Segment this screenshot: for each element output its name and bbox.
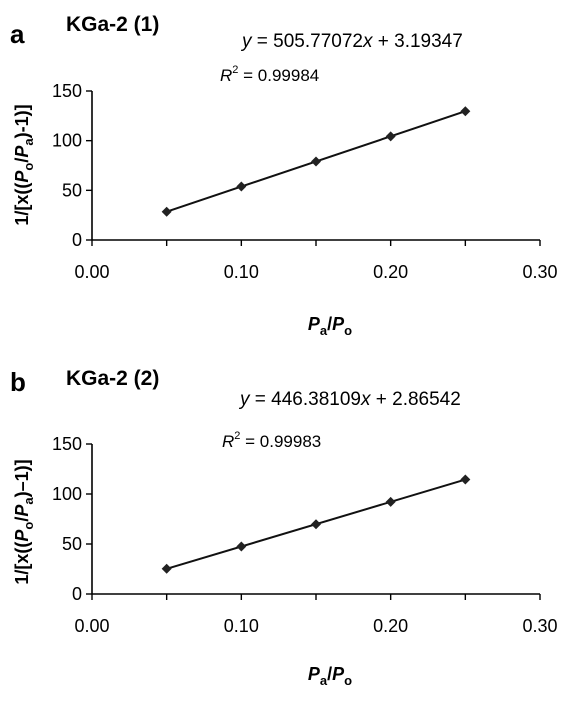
trendline-equation: y = 505.77072x + 3.19347 — [240, 31, 463, 52]
data-point — [161, 563, 172, 574]
y-tick-label: 50 — [62, 180, 82, 200]
data-points — [161, 106, 471, 217]
data-points — [161, 474, 471, 574]
r-squared-label: R2 = 0.99983 — [222, 430, 321, 451]
x-tick-label: 0.10 — [224, 262, 259, 282]
data-point — [385, 496, 396, 507]
chart-title: KGa-2 (2) — [66, 367, 159, 390]
tick-labels: 0 50 100 150 0.00 0.10 0.20 0.30 — [52, 434, 558, 636]
tick-labels: 0 50 100 150 0.00 0.10 0.20 0.30 — [52, 81, 558, 282]
chart-a-svg: a KGa-2 (1) y = 505.77072x + 3.19347 R2 … — [10, 13, 558, 338]
y-tick-label: 100 — [52, 484, 82, 504]
y-tick-label: 0 — [72, 584, 82, 604]
y-tick-label: 100 — [52, 131, 82, 151]
x-tick-label: 0.00 — [74, 262, 109, 282]
data-point — [311, 519, 321, 530]
axes — [86, 90, 541, 246]
data-point — [236, 541, 247, 552]
x-tick-label: 0.20 — [373, 616, 408, 636]
chart-b-svg: b KGa-2 (2) y = 446.38109x + 2.86542 R2 … — [10, 367, 558, 688]
y-tick-label: 0 — [72, 230, 82, 250]
data-point — [311, 156, 321, 167]
panel-label: a — [10, 19, 25, 49]
panel-label: b — [10, 367, 26, 397]
trendline-equation: y = 446.38109x + 2.86542 — [238, 389, 461, 410]
y-tick-label: 50 — [62, 534, 82, 554]
r-squared-label: R2 = 0.99984 — [220, 64, 319, 85]
x-tick-label: 0.30 — [522, 262, 557, 282]
chart-panel-b: b KGa-2 (2) y = 446.38109x + 2.86542 R2 … — [0, 356, 573, 700]
chart-panel-a: a KGa-2 (1) y = 505.77072x + 3.19347 R2 … — [0, 0, 573, 344]
data-point — [385, 131, 396, 142]
x-tick-label: 0.30 — [522, 616, 557, 636]
x-tick-label: 0.00 — [74, 616, 109, 636]
x-tick-label: 0.10 — [224, 616, 259, 636]
x-axis-label: Pa/Po — [308, 314, 352, 338]
data-point — [236, 181, 247, 192]
y-axis-label: 1/[x((Po/Pa)-1)] — [12, 104, 36, 225]
y-tick-label: 150 — [52, 81, 82, 101]
y-tick-label: 150 — [52, 434, 82, 454]
chart-title: KGa-2 (1) — [66, 13, 159, 36]
data-point — [161, 206, 172, 217]
x-tick-label: 0.20 — [373, 262, 408, 282]
data-point — [460, 474, 471, 485]
data-point — [460, 106, 471, 117]
y-axis-label: 1/[x((Po/Pa)–1)] — [12, 459, 36, 584]
x-axis-label: Pa/Po — [308, 664, 352, 688]
axes — [86, 443, 541, 600]
